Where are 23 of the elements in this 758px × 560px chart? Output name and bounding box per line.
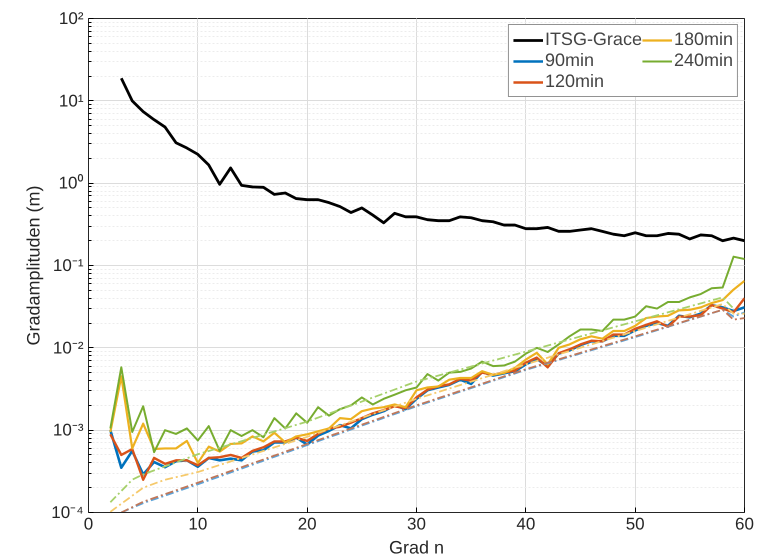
x-tick-label: 10 — [188, 514, 208, 534]
y-tick-label: 10⁻¹ — [52, 256, 84, 275]
y-tick-label: 10⁰ — [58, 174, 84, 193]
line-series — [109, 280, 744, 464]
y-tick-label: 10⁻³ — [52, 420, 84, 440]
y-tick-label: 10⁻² — [52, 338, 84, 358]
y-tick-label: 10¹ — [58, 91, 84, 110]
x-tick-label: 0 — [84, 514, 94, 534]
x-tick-label: 30 — [407, 514, 426, 534]
legend-label: 120min — [544, 71, 604, 92]
x-tick-label: 50 — [626, 514, 645, 534]
x-tick-label: 60 — [735, 514, 754, 534]
legend-label: 180min — [674, 29, 733, 50]
legend-label: 90min — [544, 50, 594, 71]
legend-label: ITSG-Grace — [544, 29, 642, 50]
y-axis-title: Gradamplituden (m) — [23, 185, 44, 346]
y-tick-label: 10² — [58, 9, 84, 28]
x-tick-label: 20 — [298, 514, 317, 534]
legend-label: 240min — [674, 50, 733, 71]
line-series — [109, 256, 744, 454]
x-axis-title: Grad n — [388, 538, 444, 558]
x-tick-label: 40 — [516, 514, 536, 534]
y-tick-label: 10⁻⁴ — [51, 503, 84, 522]
